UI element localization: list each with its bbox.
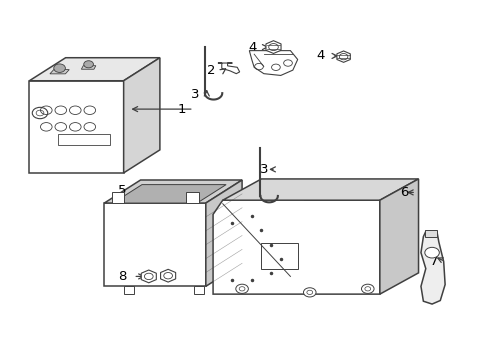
Polygon shape — [160, 269, 175, 282]
Circle shape — [424, 247, 438, 258]
Polygon shape — [205, 180, 242, 286]
Text: 4: 4 — [315, 49, 324, 62]
Polygon shape — [141, 270, 156, 283]
Polygon shape — [29, 58, 160, 81]
Polygon shape — [223, 179, 418, 200]
Circle shape — [235, 284, 248, 293]
Bar — [58, 134, 110, 145]
Polygon shape — [379, 179, 418, 294]
Polygon shape — [265, 41, 281, 54]
Text: 7: 7 — [428, 255, 437, 268]
Polygon shape — [29, 81, 123, 173]
Polygon shape — [186, 192, 198, 203]
Text: 6: 6 — [400, 186, 408, 199]
Polygon shape — [104, 203, 205, 286]
Circle shape — [303, 288, 315, 297]
Text: 3: 3 — [191, 89, 199, 102]
Polygon shape — [420, 231, 444, 304]
Text: 8: 8 — [118, 270, 126, 283]
Bar — [261, 243, 297, 269]
Circle shape — [54, 64, 65, 72]
Polygon shape — [104, 180, 242, 203]
Polygon shape — [123, 58, 160, 173]
Bar — [193, 286, 204, 294]
Text: 5: 5 — [117, 184, 126, 197]
Text: 1: 1 — [178, 103, 186, 116]
Polygon shape — [213, 190, 379, 294]
Text: 2: 2 — [206, 64, 215, 77]
Polygon shape — [111, 192, 123, 203]
Circle shape — [361, 284, 373, 293]
Polygon shape — [113, 185, 225, 203]
Polygon shape — [81, 66, 96, 69]
Bar — [123, 286, 134, 294]
Bar — [424, 230, 436, 237]
Text: 3: 3 — [260, 163, 268, 176]
Polygon shape — [336, 51, 349, 62]
Polygon shape — [50, 69, 69, 74]
Text: 4: 4 — [248, 41, 256, 54]
Circle shape — [83, 61, 93, 68]
